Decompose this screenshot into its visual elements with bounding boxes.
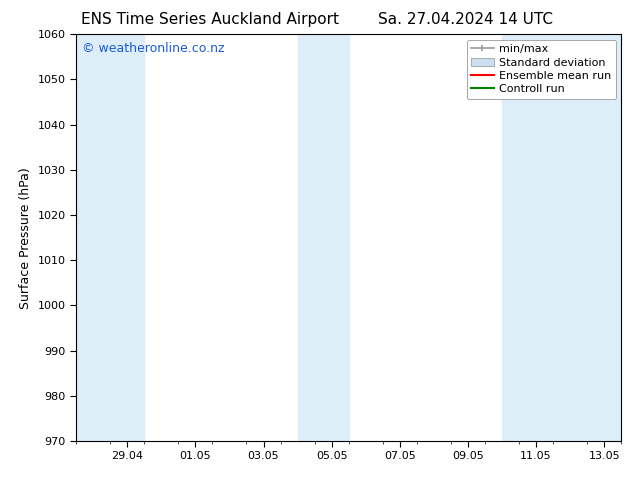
Bar [76,34,144,441]
Bar [502,34,621,441]
Legend: min/max, Standard deviation, Ensemble mean run, Controll run: min/max, Standard deviation, Ensemble me… [467,40,616,99]
Bar [297,34,349,441]
Text: ENS Time Series Auckland Airport        Sa. 27.04.2024 14 UTC: ENS Time Series Auckland Airport Sa. 27.… [81,12,553,27]
Text: © weatheronline.co.nz: © weatheronline.co.nz [82,43,224,55]
Y-axis label: Surface Pressure (hPa): Surface Pressure (hPa) [19,167,32,309]
